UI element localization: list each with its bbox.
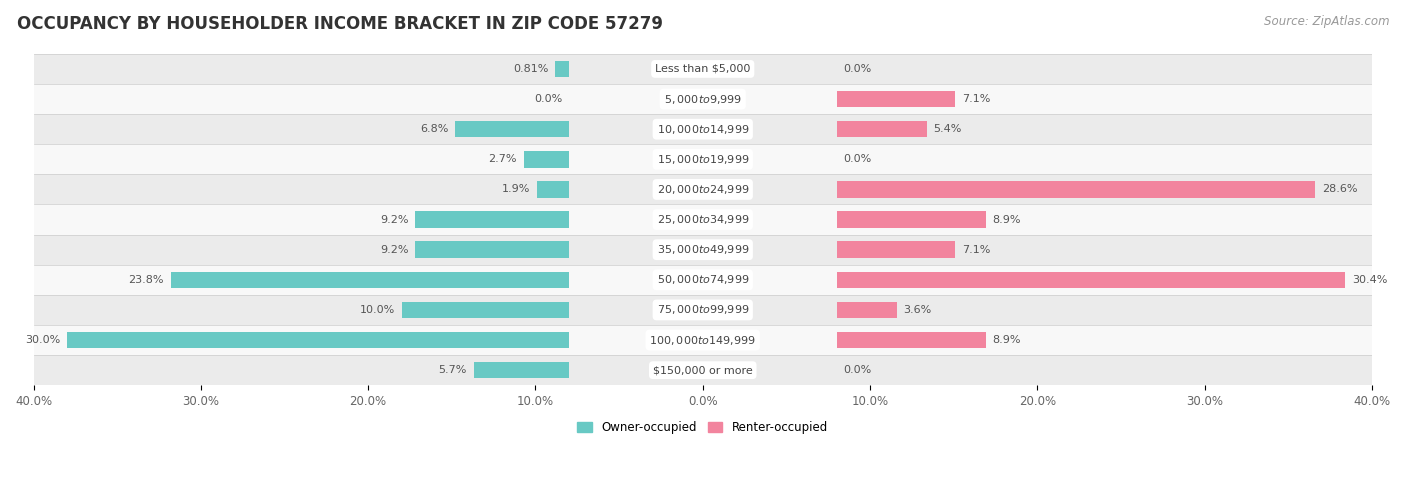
Text: $15,000 to $19,999: $15,000 to $19,999 (657, 153, 749, 166)
Text: 9.2%: 9.2% (380, 244, 408, 255)
Bar (170, 272, 569, 288)
Bar (34, 265, 1372, 295)
Bar (837, 242, 956, 258)
Text: 1.9%: 1.9% (502, 185, 530, 194)
Text: 10.0%: 10.0% (360, 305, 395, 315)
Bar (402, 302, 569, 318)
Text: 3.6%: 3.6% (904, 305, 932, 315)
Text: 23.8%: 23.8% (128, 275, 165, 285)
Bar (524, 151, 569, 168)
Text: $50,000 to $74,999: $50,000 to $74,999 (657, 273, 749, 286)
Bar (34, 54, 1372, 84)
Bar (34, 325, 1372, 355)
Bar (34, 174, 1372, 205)
Text: 2.7%: 2.7% (488, 155, 517, 164)
Text: 0.0%: 0.0% (844, 64, 872, 74)
Text: $100,000 to $149,999: $100,000 to $149,999 (650, 333, 756, 347)
Text: $20,000 to $24,999: $20,000 to $24,999 (657, 183, 749, 196)
Text: $75,000 to $99,999: $75,000 to $99,999 (657, 303, 749, 316)
Bar (415, 211, 569, 228)
Text: 28.6%: 28.6% (1322, 185, 1357, 194)
Bar (34, 84, 1372, 114)
Bar (837, 121, 927, 138)
Bar (34, 144, 1372, 174)
Text: 6.8%: 6.8% (420, 124, 449, 134)
Bar (474, 362, 569, 379)
Bar (34, 235, 1372, 265)
Text: 30.4%: 30.4% (1353, 275, 1388, 285)
Text: Source: ZipAtlas.com: Source: ZipAtlas.com (1264, 15, 1389, 28)
Bar (34, 114, 1372, 144)
Bar (67, 332, 569, 348)
Text: 0.81%: 0.81% (513, 64, 548, 74)
Text: $5,000 to $9,999: $5,000 to $9,999 (664, 92, 742, 105)
Bar (837, 332, 986, 348)
Text: $35,000 to $49,999: $35,000 to $49,999 (657, 243, 749, 256)
Text: 30.0%: 30.0% (25, 335, 60, 345)
Bar (837, 91, 956, 107)
Text: Less than $5,000: Less than $5,000 (655, 64, 751, 74)
Legend: Owner-occupied, Renter-occupied: Owner-occupied, Renter-occupied (572, 417, 832, 439)
Bar (537, 181, 569, 198)
Text: 0.0%: 0.0% (534, 94, 562, 104)
Bar (837, 181, 1315, 198)
Text: 0.0%: 0.0% (844, 365, 872, 375)
Bar (456, 121, 569, 138)
Bar (837, 211, 986, 228)
Text: 7.1%: 7.1% (962, 244, 990, 255)
Text: 7.1%: 7.1% (962, 94, 990, 104)
Bar (837, 272, 1346, 288)
Bar (837, 302, 897, 318)
Bar (555, 61, 569, 77)
Text: 5.4%: 5.4% (934, 124, 962, 134)
Bar (34, 355, 1372, 385)
Text: 8.9%: 8.9% (993, 214, 1021, 225)
Text: 5.7%: 5.7% (439, 365, 467, 375)
Text: 9.2%: 9.2% (380, 214, 408, 225)
Text: $150,000 or more: $150,000 or more (652, 365, 752, 375)
Bar (34, 205, 1372, 235)
Text: OCCUPANCY BY HOUSEHOLDER INCOME BRACKET IN ZIP CODE 57279: OCCUPANCY BY HOUSEHOLDER INCOME BRACKET … (17, 15, 662, 33)
Bar (34, 295, 1372, 325)
Text: $10,000 to $14,999: $10,000 to $14,999 (657, 122, 749, 136)
Text: 8.9%: 8.9% (993, 335, 1021, 345)
Bar (415, 242, 569, 258)
Text: 0.0%: 0.0% (844, 155, 872, 164)
Text: $25,000 to $34,999: $25,000 to $34,999 (657, 213, 749, 226)
